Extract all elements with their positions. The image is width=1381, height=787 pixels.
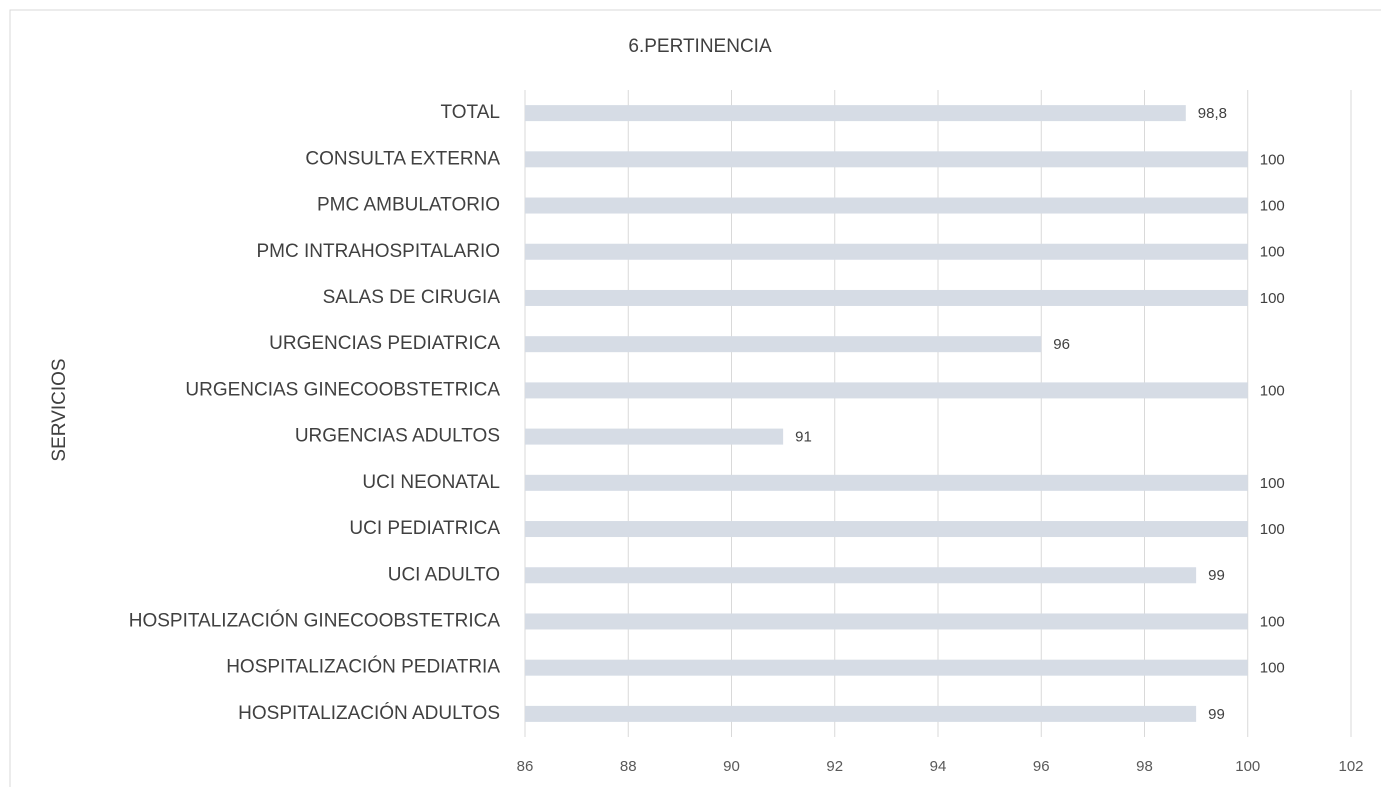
x-tick-label: 90	[723, 758, 740, 775]
x-tick-label: 88	[620, 758, 637, 775]
category-label: HOSPITALIZACIÓN ADULTOS	[238, 702, 500, 724]
value-label: 100	[1260, 382, 1285, 399]
bar	[525, 243, 1248, 260]
bar	[525, 567, 1197, 584]
x-tick-label: 94	[930, 758, 947, 775]
bar	[525, 521, 1248, 538]
x-tick-label: 92	[826, 758, 843, 775]
value-label: 100	[1260, 521, 1285, 538]
category-label: PMC INTRAHOSPITALARIO	[256, 241, 500, 262]
category-label: HOSPITALIZACIÓN PEDIATRIA	[226, 656, 500, 678]
bar	[525, 705, 1197, 722]
value-label: 91	[795, 429, 812, 446]
category-label: SALAS DE CIRUGIA	[323, 287, 501, 308]
bar	[525, 428, 784, 445]
x-tick-label: 96	[1033, 758, 1050, 775]
value-label: 98,8	[1198, 105, 1227, 122]
x-tick-label: 86	[517, 758, 534, 775]
bar	[525, 659, 1248, 676]
x-tick-label: 100	[1235, 758, 1260, 775]
category-label: URGENCIAS GINECOOBSTETRICA	[185, 379, 500, 400]
value-label: 100	[1260, 613, 1285, 630]
category-label: TOTAL	[441, 102, 500, 123]
bar	[525, 105, 1186, 122]
value-label: 100	[1260, 198, 1285, 215]
value-label: 99	[1208, 706, 1225, 723]
bar	[525, 151, 1248, 168]
category-label: HOSPITALIZACIÓN GINECOOBSTETRICA	[129, 609, 501, 631]
bar	[525, 474, 1248, 491]
bar	[525, 613, 1248, 630]
value-label: 100	[1260, 290, 1285, 307]
value-label: 100	[1260, 475, 1285, 492]
bar	[525, 336, 1042, 353]
category-label: PMC AMBULATORIO	[317, 195, 500, 216]
value-label: 96	[1053, 336, 1070, 353]
category-label: UCI ADULTO	[388, 564, 500, 585]
value-label: 100	[1260, 151, 1285, 168]
value-label: 99	[1208, 567, 1225, 584]
category-label: URGENCIAS ADULTOS	[295, 426, 500, 447]
category-label: UCI NEONATAL	[362, 472, 500, 493]
value-label: 100	[1260, 244, 1285, 261]
x-tick-label: 98	[1136, 758, 1153, 775]
chart-title: 6.PERTINENCIA	[628, 36, 772, 57]
bar	[525, 289, 1248, 306]
category-label: URGENCIAS PEDIATRICA	[269, 333, 500, 354]
value-label: 100	[1260, 660, 1285, 677]
y-axis-label: SERVICIOS	[49, 358, 70, 461]
bar	[525, 382, 1248, 399]
category-label: CONSULTA EXTERNA	[305, 148, 500, 169]
chart-border	[9, 9, 1381, 787]
x-tick-label: 102	[1338, 758, 1363, 775]
category-label: UCI PEDIATRICA	[349, 518, 500, 539]
bar	[525, 197, 1248, 214]
